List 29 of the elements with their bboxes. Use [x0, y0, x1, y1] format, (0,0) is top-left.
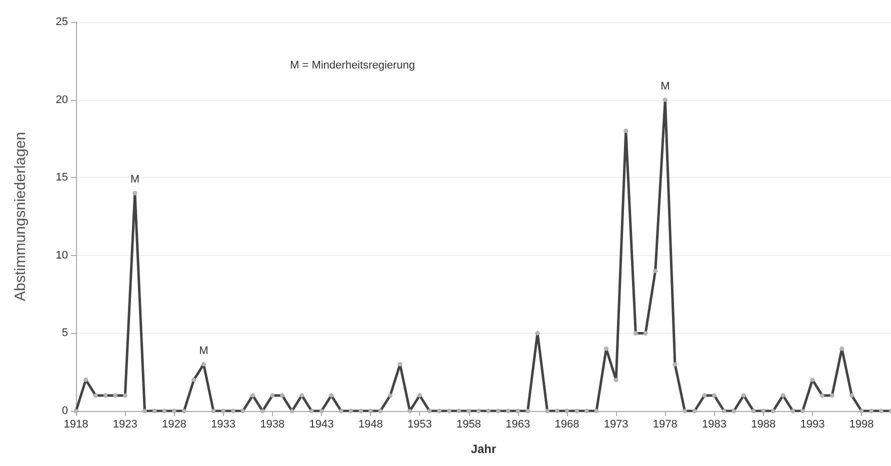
y-tick-label: 25 — [56, 16, 68, 28]
x-tick-label: 1993 — [800, 418, 825, 430]
x-tick-label: 1953 — [407, 418, 432, 430]
x-tick-label: 1988 — [751, 418, 776, 430]
x-tick-label: 1973 — [604, 418, 628, 430]
y-tick-label: 10 — [56, 249, 68, 262]
x-tick-label: 1978 — [652, 418, 678, 430]
y-tick-label: 15 — [56, 172, 68, 184]
x-tick-label: 1948 — [358, 418, 383, 430]
x-axis-title: Jahr — [470, 442, 496, 456]
x-tick-label: 1998 — [849, 418, 874, 430]
x-tick-label: 1958 — [456, 418, 482, 430]
x-tick-label: 1923 — [112, 418, 138, 430]
annotation: M — [660, 80, 670, 92]
x-tick-label: 1938 — [260, 418, 285, 430]
x-tick-label: 1918 — [64, 418, 88, 430]
x-tick-label: 1933 — [211, 418, 236, 430]
annotation: M — [130, 174, 140, 186]
y-axis-title: Abstimmungsniederlagen — [12, 132, 29, 302]
y-tick-label: 0 — [62, 405, 68, 417]
y-tick-label: 5 — [62, 327, 68, 340]
annotation: M = Minderheitsregierung — [290, 60, 416, 72]
x-tick-label: 1968 — [554, 418, 580, 430]
x-tick-label: 1983 — [702, 418, 726, 430]
x-tick-label: 1928 — [162, 418, 186, 430]
annotation: M — [199, 344, 208, 357]
x-tick-label: 1943 — [309, 418, 334, 430]
y-tick-label: 20 — [56, 94, 68, 106]
x-tick-label: 1963 — [506, 418, 530, 430]
